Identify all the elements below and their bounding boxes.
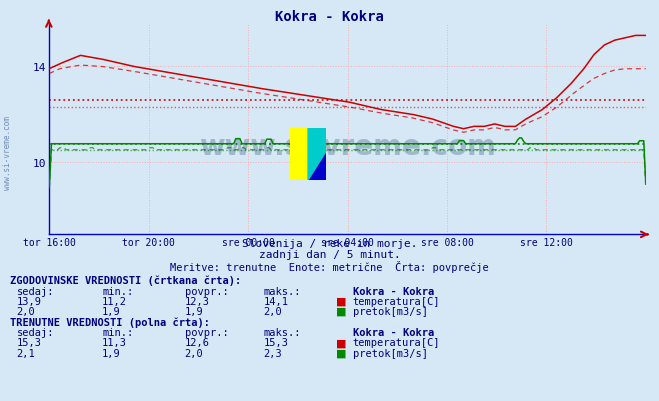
Text: temperatura[C]: temperatura[C] <box>353 296 440 306</box>
Text: min.:: min.: <box>102 286 133 296</box>
Text: 15,3: 15,3 <box>264 338 289 348</box>
Text: Slovenija / reke in morje.: Slovenija / reke in morje. <box>242 239 417 249</box>
Text: 2,3: 2,3 <box>264 348 282 358</box>
Bar <box>290 128 308 180</box>
Text: Kokra - Kokra: Kokra - Kokra <box>275 10 384 24</box>
Text: 2,0: 2,0 <box>264 306 282 316</box>
Text: ■: ■ <box>336 348 347 358</box>
Text: temperatura[C]: temperatura[C] <box>353 338 440 348</box>
Text: 13,9: 13,9 <box>16 296 42 306</box>
Text: Kokra - Kokra: Kokra - Kokra <box>353 286 434 296</box>
Text: 12,3: 12,3 <box>185 296 210 306</box>
Text: pretok[m3/s]: pretok[m3/s] <box>353 348 428 358</box>
Text: 15,3: 15,3 <box>16 338 42 348</box>
Text: ■: ■ <box>336 306 347 316</box>
Text: www.si-vreme.com: www.si-vreme.com <box>199 132 496 160</box>
Text: 14,1: 14,1 <box>264 296 289 306</box>
Text: pretok[m3/s]: pretok[m3/s] <box>353 306 428 316</box>
Text: Meritve: trenutne  Enote: metrične  Črta: povprečje: Meritve: trenutne Enote: metrične Črta: … <box>170 261 489 273</box>
Text: 1,9: 1,9 <box>185 306 203 316</box>
Text: sedaj:: sedaj: <box>16 286 54 296</box>
Text: maks.:: maks.: <box>264 328 301 338</box>
Text: TRENUTNE VREDNOSTI (polna črta):: TRENUTNE VREDNOSTI (polna črta): <box>10 317 210 327</box>
Text: sedaj:: sedaj: <box>16 328 54 338</box>
Text: 11,3: 11,3 <box>102 338 127 348</box>
Text: 1,9: 1,9 <box>102 348 121 358</box>
Text: 2,0: 2,0 <box>185 348 203 358</box>
Text: povpr.:: povpr.: <box>185 328 228 338</box>
Text: ■: ■ <box>336 296 347 306</box>
Text: ■: ■ <box>336 338 347 348</box>
Text: zadnji dan / 5 minut.: zadnji dan / 5 minut. <box>258 249 401 259</box>
Text: min.:: min.: <box>102 328 133 338</box>
Text: 2,1: 2,1 <box>16 348 35 358</box>
Polygon shape <box>308 128 326 180</box>
Text: maks.:: maks.: <box>264 286 301 296</box>
Text: 2,0: 2,0 <box>16 306 35 316</box>
Text: ZGODOVINSKE VREDNOSTI (črtkana črta):: ZGODOVINSKE VREDNOSTI (črtkana črta): <box>10 275 241 285</box>
Text: povpr.:: povpr.: <box>185 286 228 296</box>
Text: 12,6: 12,6 <box>185 338 210 348</box>
Text: Kokra - Kokra: Kokra - Kokra <box>353 328 434 338</box>
Polygon shape <box>308 152 326 180</box>
Text: www.si-vreme.com: www.si-vreme.com <box>3 115 13 189</box>
Text: 1,9: 1,9 <box>102 306 121 316</box>
Text: 11,2: 11,2 <box>102 296 127 306</box>
